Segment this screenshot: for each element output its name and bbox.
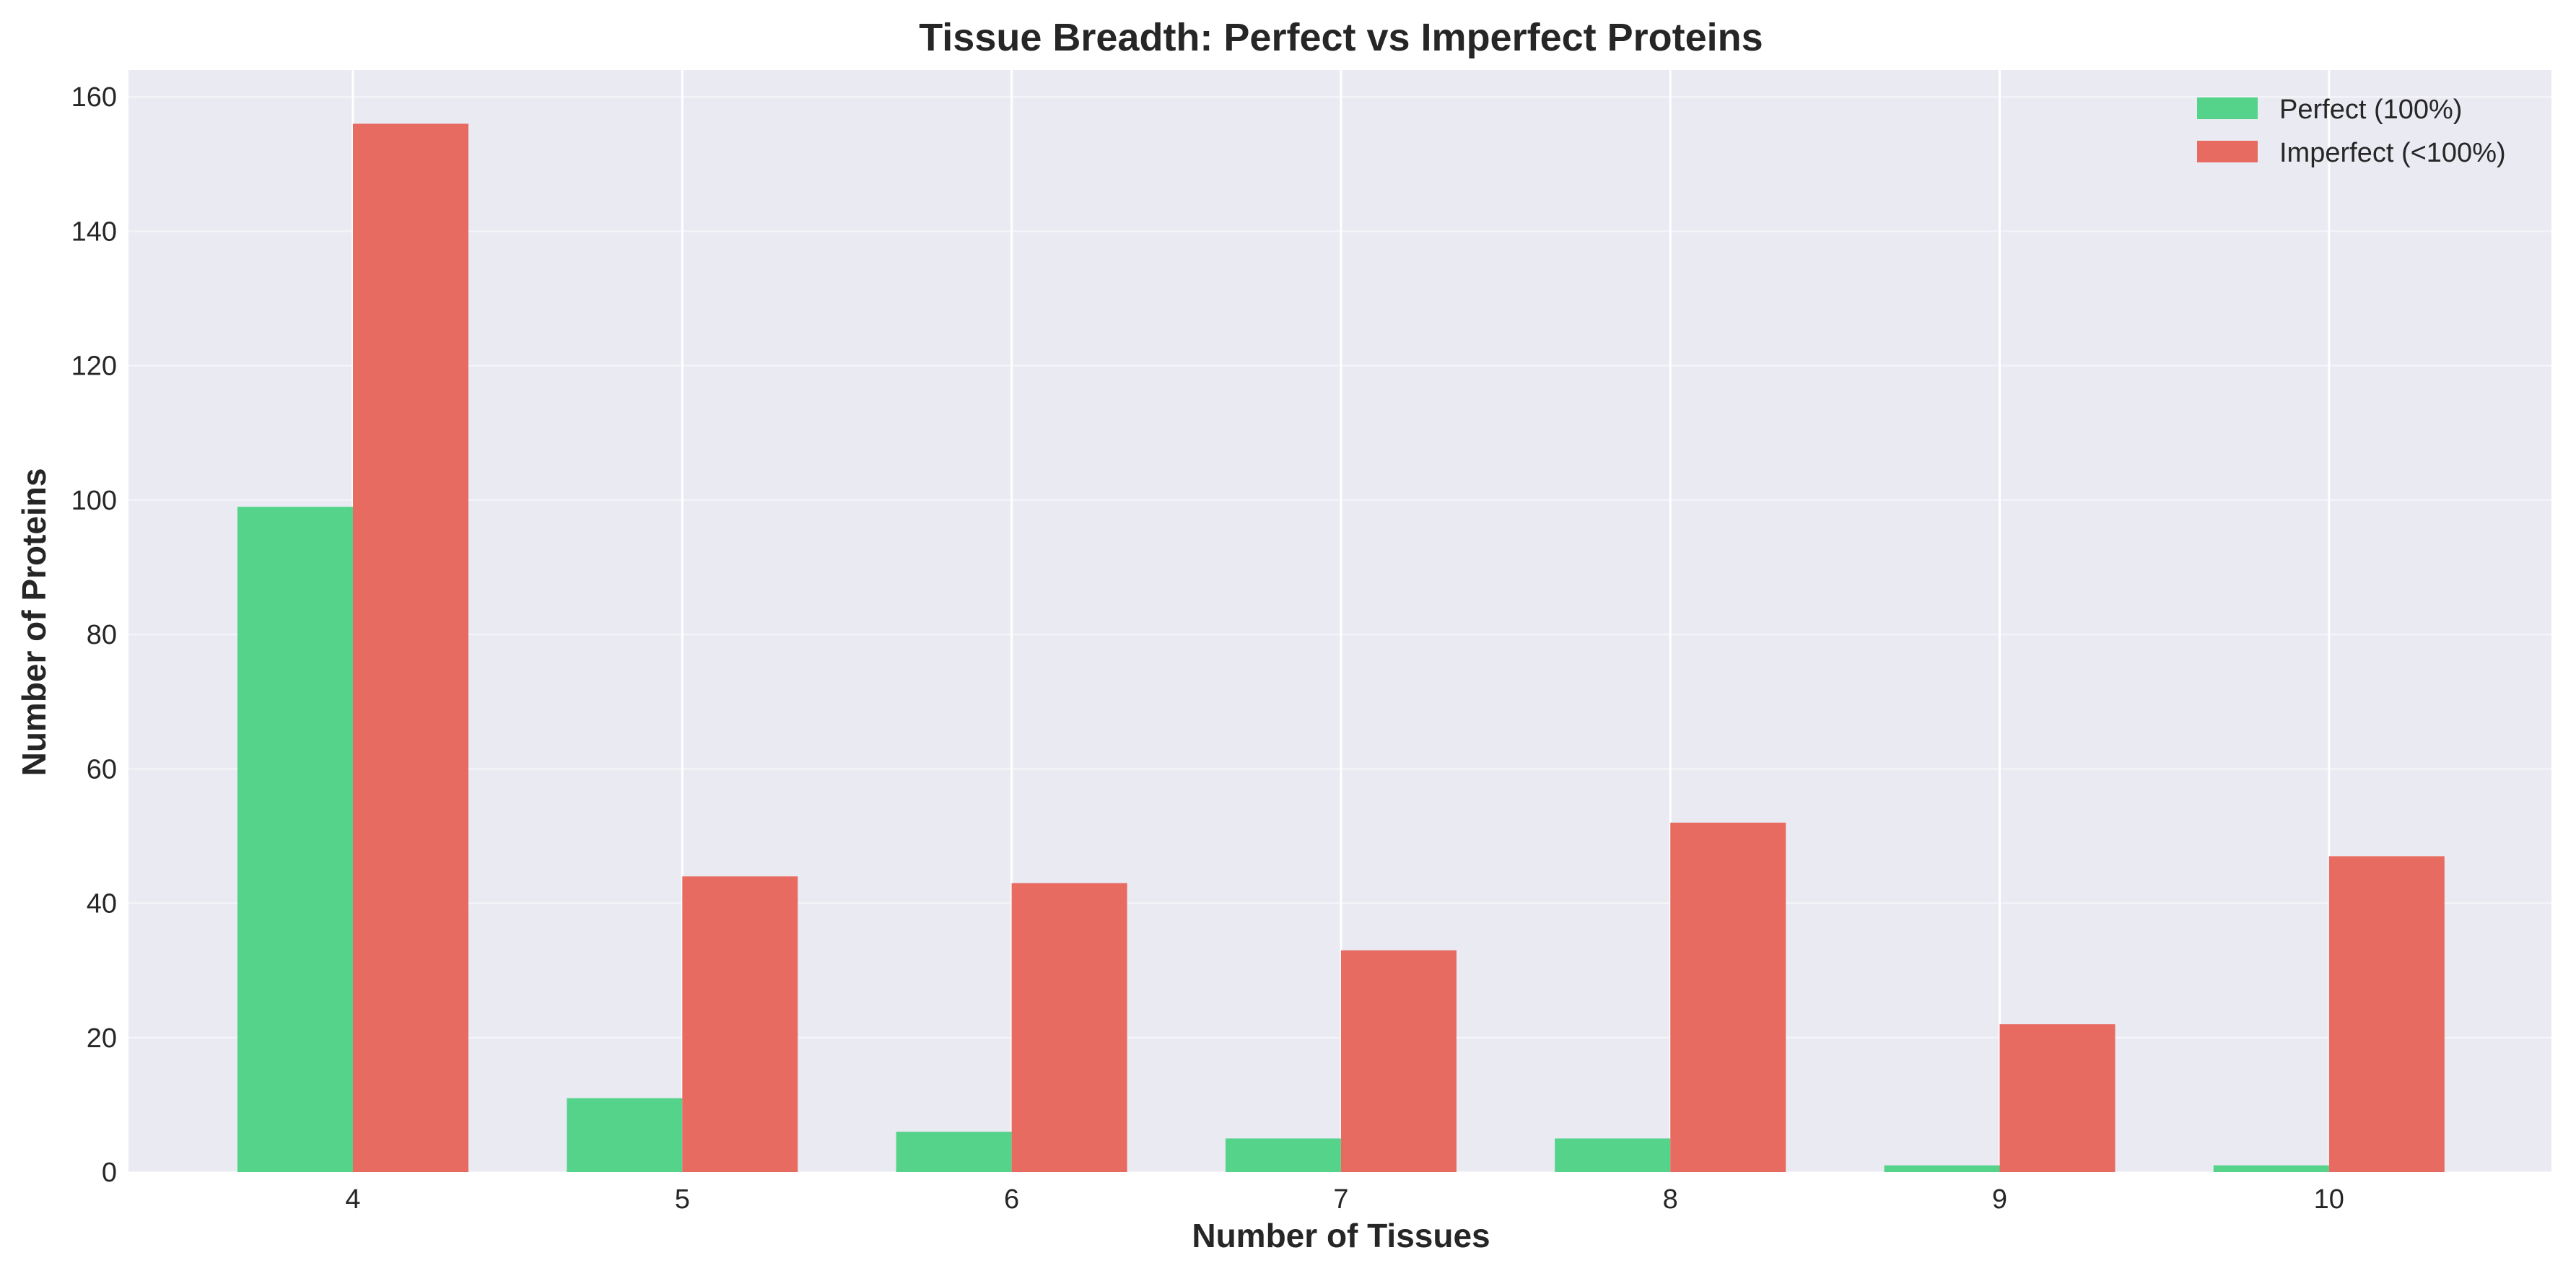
y-tick-label: 0 [102,1158,117,1188]
x-tick-label: 10 [2314,1184,2344,1215]
legend: Perfect (100%) Imperfect (<100%) [2197,95,2506,168]
bar-imperfect-5 [682,876,798,1172]
y-axis-label: Number of Proteins [15,468,53,777]
x-tick-label: 8 [1663,1184,1678,1215]
y-tick-label: 40 [87,889,117,919]
x-tick-label: 6 [1004,1184,1019,1215]
bar-imperfect-4 [353,123,468,1173]
bar-perfect-6 [896,1132,1012,1172]
x-tick-label: 4 [345,1184,360,1215]
y-tick-label: 20 [87,1023,117,1054]
bar-perfect-4 [237,507,353,1172]
tick-labels: 0 20 40 60 80 100 120 140 160 4 5 6 7 8 9 10 [71,82,2344,1215]
y-tick-label: 160 [71,82,117,113]
y-tick-label: 60 [87,754,117,785]
y-tick-label: 100 [71,486,117,516]
x-axis-label: Number of Tissues [1192,1217,1490,1254]
y-tick-label: 140 [71,217,117,247]
bars [237,123,2445,1173]
y-tick-label: 120 [71,351,117,382]
bar-perfect-9 [1884,1165,2000,1172]
bar-imperfect-9 [1999,1024,2116,1172]
legend-swatch-perfect [2197,97,2258,119]
x-tick-label: 7 [1333,1184,1348,1215]
y-tick-label: 80 [87,620,117,650]
legend-label-perfect: Perfect (100%) [2279,95,2462,125]
bar-perfect-8 [1555,1138,1671,1172]
bar-imperfect-8 [1670,822,1786,1172]
legend-label-imperfect: Imperfect (<100%) [2279,138,2506,168]
bar-perfect-7 [1225,1138,1341,1172]
bar-imperfect-10 [2328,856,2445,1172]
bar-imperfect-6 [1011,883,1127,1172]
bar-perfect-10 [2213,1165,2329,1172]
chart-title: Tissue Breadth: Perfect vs Imperfect Pro… [919,16,1763,59]
bar-imperfect-7 [1340,950,1457,1172]
legend-swatch-imperfect [2197,141,2258,162]
x-tick-label: 5 [675,1184,690,1215]
x-tick-label: 9 [1992,1184,2007,1215]
bar-perfect-5 [567,1098,683,1172]
